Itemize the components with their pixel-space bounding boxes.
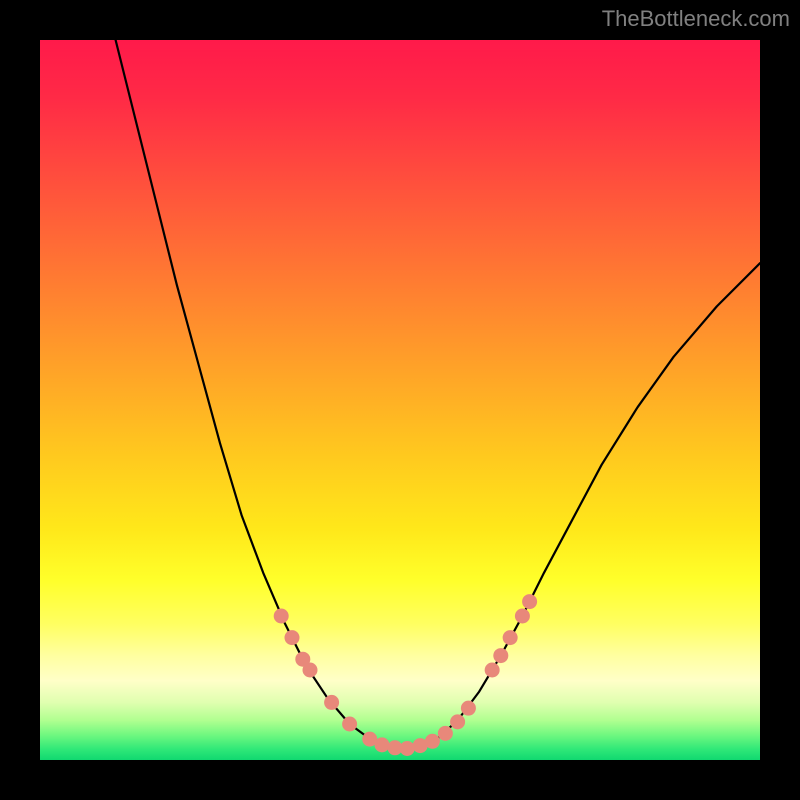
marker-point xyxy=(375,737,390,752)
marker-point xyxy=(285,630,300,645)
plot-area xyxy=(40,40,760,760)
bottleneck-curve xyxy=(116,40,760,748)
marker-point xyxy=(450,714,465,729)
curve-markers xyxy=(274,594,537,756)
marker-point xyxy=(485,663,500,678)
marker-point xyxy=(400,741,415,756)
curve-layer xyxy=(40,40,760,760)
marker-point xyxy=(342,717,357,732)
marker-point xyxy=(438,726,453,741)
marker-point xyxy=(522,594,537,609)
marker-point xyxy=(493,648,508,663)
marker-point xyxy=(425,734,440,749)
watermark-text: TheBottleneck.com xyxy=(602,6,790,32)
marker-point xyxy=(303,663,318,678)
marker-point xyxy=(515,609,530,624)
marker-point xyxy=(324,695,339,710)
marker-point xyxy=(503,630,518,645)
marker-point xyxy=(274,609,289,624)
marker-point xyxy=(461,701,476,716)
